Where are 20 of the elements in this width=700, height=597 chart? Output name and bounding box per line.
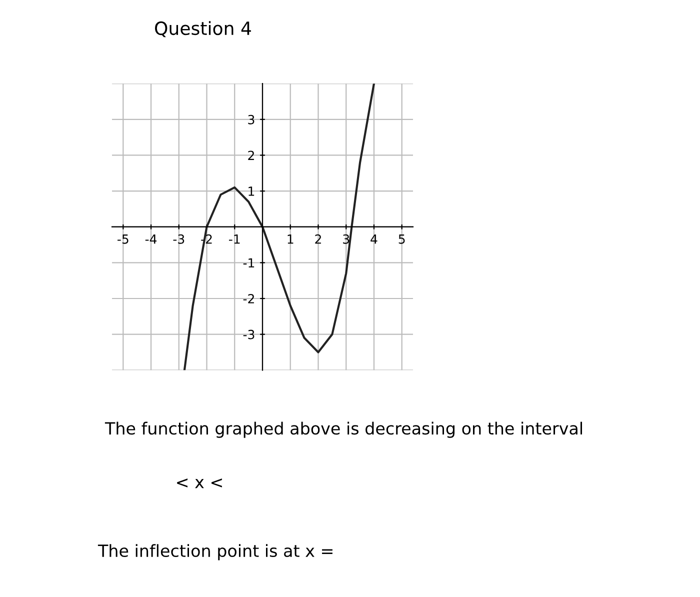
text: < x <: [177, 478, 222, 488]
y-tick-label: -2: [243, 294, 254, 304]
x-tick-label: 1: [288, 234, 294, 244]
y-tick-label: 3: [248, 114, 254, 124]
y-tick-label: 1: [248, 186, 254, 196]
x-tick-label: 2: [315, 234, 321, 244]
x-tick-label: 5: [398, 234, 405, 244]
x-tick-label: -3: [173, 234, 184, 244]
x-tick-label: 4: [370, 234, 378, 244]
x-tick-label: 3: [343, 234, 350, 244]
text: The function graphed above is decreasing on the interval: [104, 422, 582, 438]
x-tick-label: -1: [229, 234, 240, 244]
line-series: [183, 84, 376, 370]
y-tick-label: 2: [248, 150, 254, 160]
y-tick-label: -1: [243, 258, 254, 268]
text: The inflection point is at x =: [98, 544, 332, 560]
chart-title: Question 4: [155, 21, 251, 38]
x-tick-label: -5: [118, 234, 128, 244]
y-tick-label: -3: [243, 330, 254, 340]
x-tick-label: -4: [145, 234, 157, 244]
